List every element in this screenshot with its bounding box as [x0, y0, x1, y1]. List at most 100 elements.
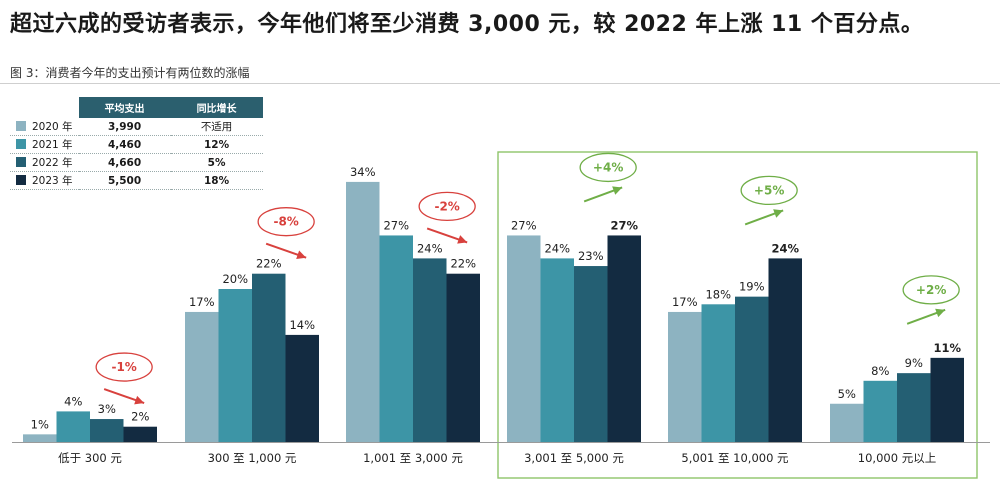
bar [540, 258, 574, 442]
bar [930, 357, 964, 442]
bar [90, 419, 124, 442]
legend-swatch-2021 [16, 139, 26, 149]
bar [252, 273, 286, 442]
legend-avg: 5,500 [78, 171, 171, 190]
legend-year: 2020 年 [32, 121, 73, 133]
legend-year: 2023 年 [32, 175, 73, 187]
category-label: 5,001 至 10,000 元 [681, 451, 789, 465]
data-label: 27% [511, 218, 537, 232]
annotation-bubble [902, 275, 960, 305]
legend-year: 2022 年 [32, 157, 73, 169]
annotation-label: +5% [754, 183, 784, 197]
legend-swatch-2020 [16, 121, 26, 131]
bar [507, 235, 541, 442]
data-label: 27% [610, 218, 638, 232]
arrow-head-icon [935, 308, 946, 318]
headline: 超过六成的受访者表示，今年他们将至少消费 3,000 元，较 2022 年上涨 … [10, 12, 924, 37]
legend-yoy: 5% [170, 153, 263, 172]
data-label: 24% [771, 241, 799, 255]
annotation-label: +2% [916, 283, 946, 297]
arrow-head-icon [134, 395, 145, 405]
annotation-bubble [579, 152, 637, 183]
legend-row-2021: 2021 年 4,460 12% [10, 135, 263, 154]
highlight-box [497, 151, 978, 479]
legend-header-blank [10, 97, 79, 118]
category-label: 1,001 至 3,000 元 [363, 451, 463, 465]
annotation-bubble [95, 352, 153, 382]
data-label: 1% [31, 417, 49, 431]
data-label: 20% [222, 272, 248, 286]
arrow-head-icon [773, 209, 784, 218]
bar [668, 311, 702, 442]
category-label: 10,000 元以上 [858, 451, 936, 465]
annotation-label: +4% [593, 160, 623, 174]
annotation-bubble [418, 191, 476, 222]
data-label: 4% [64, 394, 82, 408]
legend-table: 平均支出 同比增长 2020 年 3,990 不适用 2021 年 4,460 … [10, 97, 263, 190]
legend-avg: 4,660 [78, 153, 171, 172]
bar [185, 311, 219, 442]
legend-avg: 4,460 [78, 135, 171, 154]
annotation-bubble [740, 175, 798, 206]
bar [897, 373, 931, 442]
annotation-label: -8% [273, 215, 298, 229]
bar [285, 334, 319, 442]
data-label: 17% [672, 295, 698, 309]
data-label: 3% [98, 402, 116, 416]
data-label: 11% [933, 341, 961, 355]
data-label: 27% [383, 218, 409, 232]
bar [446, 273, 480, 442]
data-label: 9% [905, 356, 923, 370]
data-label: 22% [256, 257, 282, 271]
bar [735, 296, 769, 442]
category-label: 低于 300 元 [58, 451, 122, 465]
legend-header-avg: 平均支出 [78, 97, 171, 118]
data-label: 22% [450, 257, 476, 271]
legend-year: 2021 年 [32, 139, 73, 151]
bar [574, 266, 608, 442]
data-label: 23% [578, 249, 604, 263]
legend-swatch-2023 [16, 175, 26, 185]
arrow-head-icon [612, 186, 623, 195]
bar [218, 289, 252, 442]
legend-yoy: 18% [170, 171, 263, 190]
bar [56, 411, 90, 442]
category-label: 300 至 1,000 元 [208, 451, 297, 465]
legend-yoy: 不适用 [170, 118, 263, 136]
bar [379, 235, 413, 442]
data-label: 19% [739, 280, 765, 294]
bar [830, 403, 864, 442]
data-label: 17% [189, 295, 215, 309]
data-label: 5% [838, 387, 856, 401]
legend-row-2022: 2022 年 4,660 5% [10, 153, 263, 172]
data-label: 34% [350, 165, 376, 179]
legend-yoy: 12% [170, 135, 263, 154]
annotation-label: -2% [434, 199, 459, 213]
bar [123, 426, 157, 442]
caption-divider [0, 83, 1000, 84]
data-label: 2% [131, 410, 149, 424]
bar [607, 235, 641, 442]
arrow-head-icon [296, 250, 307, 259]
legend-row-2020: 2020 年 3,990 不适用 [10, 118, 263, 136]
legend-row-2023: 2023 年 5,500 18% [10, 171, 263, 190]
bar [346, 181, 380, 442]
bar [701, 304, 735, 442]
bar [413, 258, 447, 442]
arrow-head-icon [457, 235, 468, 244]
legend-swatch-2022 [16, 157, 26, 167]
legend-header-yoy: 同比增长 [170, 97, 263, 118]
figure-caption: 图 3：消费者今年的支出预计有两位数的涨幅 [10, 66, 250, 80]
data-label: 14% [289, 318, 315, 332]
bar [768, 258, 802, 442]
annotation-label: -1% [111, 360, 136, 374]
data-label: 24% [417, 241, 443, 255]
category-label: 3,001 至 5,000 元 [524, 451, 624, 465]
data-label: 18% [705, 287, 731, 301]
annotation-bubble [257, 207, 315, 237]
bar [23, 434, 57, 442]
bar [863, 380, 897, 442]
data-label: 8% [871, 364, 889, 378]
data-label: 24% [544, 241, 570, 255]
